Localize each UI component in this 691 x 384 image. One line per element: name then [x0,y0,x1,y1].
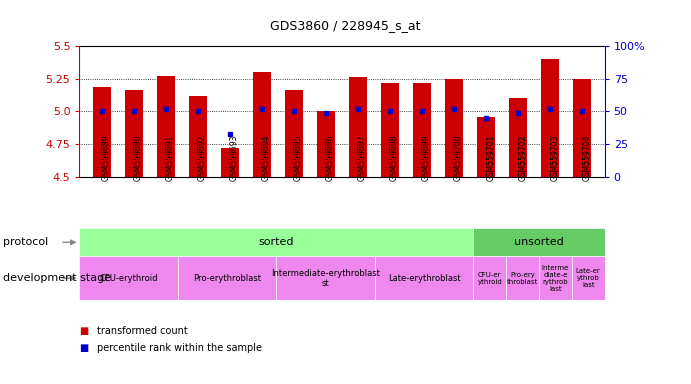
Text: GSM559690: GSM559690 [134,134,143,181]
Text: GSM559695: GSM559695 [294,134,303,181]
Text: protocol: protocol [3,237,48,247]
Text: ■: ■ [79,343,88,353]
Bar [125,91,143,177]
Bar [178,256,276,300]
Bar [349,78,367,177]
Bar [157,76,175,177]
Text: percentile rank within the sample: percentile rank within the sample [97,343,262,353]
Text: ■: ■ [79,326,88,336]
Text: Late-erythroblast: Late-erythroblast [388,274,460,283]
Text: GSM559697: GSM559697 [358,134,367,181]
Text: CFU-er
ythroid: CFU-er ythroid [477,272,502,285]
Bar [473,228,605,256]
Text: Intermediate-erythroblast
st: Intermediate-erythroblast st [271,268,380,288]
Text: CFU-erythroid: CFU-erythroid [100,274,158,283]
Text: GSM559703: GSM559703 [550,134,559,181]
Text: GSM559696: GSM559696 [326,134,335,181]
Bar [506,256,539,300]
Text: GSM559694: GSM559694 [262,134,271,181]
Text: GSM559700: GSM559700 [454,134,463,181]
Bar [221,148,239,177]
Text: sorted: sorted [258,237,294,247]
Bar [509,98,527,177]
Bar [79,228,473,256]
Text: GSM559691: GSM559691 [166,134,175,181]
Bar [445,79,463,177]
Bar [539,256,571,300]
Text: Pro-erythroblast: Pro-erythroblast [193,274,261,283]
Bar [473,256,506,300]
Text: GSM559701: GSM559701 [486,134,495,181]
Text: Late-er
ythrob
last: Late-er ythrob last [576,268,600,288]
Bar [93,86,111,177]
Text: Interme
diate-e
rythrob
last: Interme diate-e rythrob last [542,265,569,292]
Bar [413,83,431,177]
Text: GSM559704: GSM559704 [583,134,591,181]
Text: development stage: development stage [3,273,111,283]
Bar [253,72,271,177]
Text: unsorted: unsorted [514,237,564,247]
Text: GSM559692: GSM559692 [198,134,207,181]
Bar [285,91,303,177]
Text: GDS3860 / 228945_s_at: GDS3860 / 228945_s_at [270,19,421,32]
Text: Pro-ery
throblast: Pro-ery throblast [507,272,538,285]
Bar [574,79,591,177]
Text: GSM559698: GSM559698 [390,134,399,181]
Text: GSM559702: GSM559702 [518,134,527,181]
Bar [189,96,207,177]
Text: GSM559689: GSM559689 [102,134,111,181]
Text: GSM559693: GSM559693 [230,134,239,181]
Bar [276,256,375,300]
Bar [477,117,495,177]
Bar [571,256,605,300]
Bar [317,111,335,177]
Bar [541,59,559,177]
Bar [381,83,399,177]
Bar [375,256,473,300]
Text: GSM559699: GSM559699 [422,134,431,181]
Text: transformed count: transformed count [97,326,187,336]
Bar [79,256,178,300]
